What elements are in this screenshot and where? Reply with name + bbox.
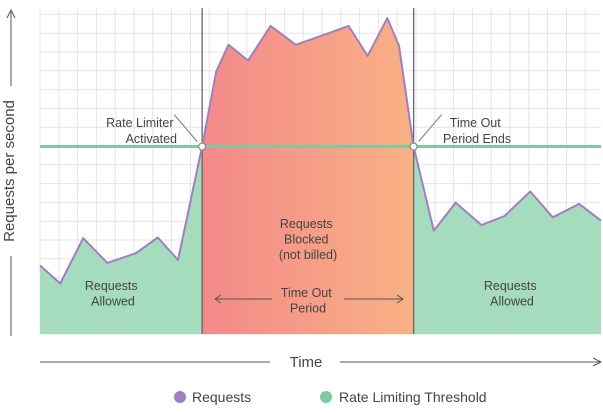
requests-line: [39, 17, 602, 285]
period-end-pointer: [418, 114, 443, 142]
y-axis-title: Requests per second: [1, 100, 18, 242]
period-arrow-right-head: [396, 294, 404, 304]
annotation-line: Period: [290, 302, 326, 316]
allowed-area-left: [40, 146, 203, 334]
period-arrow-left-head: [214, 294, 222, 304]
annotation-line: Allowed: [490, 295, 534, 309]
activation-point: [198, 142, 207, 151]
period-arrows: [214, 294, 404, 304]
annotation-line: (not billed): [279, 248, 337, 262]
annotation-line: Requests: [280, 217, 333, 231]
annotation-line: Activated: [126, 132, 177, 146]
annotation-line: Time Out: [450, 116, 501, 130]
y-axis-arrow: [6, 8, 16, 19]
annotation-line: Requests: [484, 279, 537, 293]
activation-pointer: [173, 114, 198, 142]
time-out-period-label: Time Out Period: [281, 286, 335, 316]
requests-allowed-right-label: Requests Allowed: [484, 279, 540, 309]
legend-label-requests: Requests: [192, 389, 251, 405]
x-axis-title: Time: [290, 354, 323, 371]
rate-limiter-activated-label: Rate Limiter Activated: [106, 116, 177, 146]
x-axis-arrow: [592, 357, 603, 367]
legend-item-requests: Requests: [174, 389, 251, 405]
annotation-line: Blocked: [284, 233, 329, 247]
allowed-area-right: [413, 146, 601, 334]
legend-item-threshold: Rate Limiting Threshold: [320, 389, 487, 405]
period-end-point: [409, 142, 418, 151]
annotation-line: Period Ends: [443, 132, 511, 146]
requests-allowed-left-label: Requests Allowed: [85, 279, 141, 309]
legend: Requests Rate Limiting Threshold: [174, 389, 487, 405]
annotation-line: Time Out: [281, 286, 332, 300]
annotation-line: Requests: [85, 279, 138, 293]
legend-label-threshold: Rate Limiting Threshold: [339, 389, 487, 405]
y-axis: Requests per second: [1, 8, 18, 336]
annotation-line: Rate Limiter: [106, 116, 173, 130]
time-out-period-ends-label: Time Out Period Ends: [443, 116, 511, 146]
requests-blocked-label: Requests Blocked (not billed): [279, 217, 337, 262]
legend-swatch-threshold: [320, 391, 332, 403]
annotation-line: Allowed: [91, 295, 135, 309]
blocked-area: [202, 18, 414, 334]
legend-swatch-requests: [174, 391, 186, 403]
x-axis: Time: [40, 354, 603, 371]
